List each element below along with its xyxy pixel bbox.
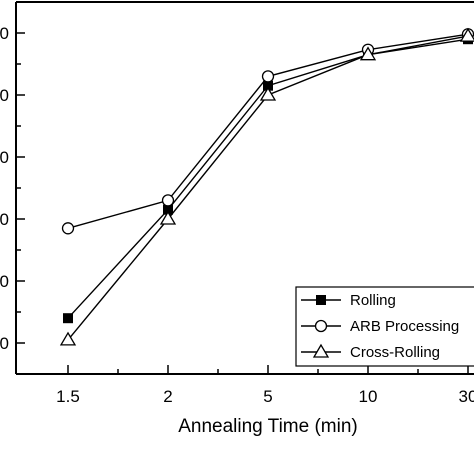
data-point	[259, 86, 277, 101]
y-tick-label: 0	[0, 148, 9, 167]
legend: Rolling ARB Processing Cross-Rolling	[295, 286, 474, 367]
legend-label: Cross-Rolling	[350, 344, 440, 361]
data-point	[459, 27, 474, 42]
series-3	[59, 27, 474, 346]
x-axis-title: Annealing Time (min)	[178, 416, 358, 437]
series-2	[61, 28, 474, 235]
data-point	[359, 46, 377, 61]
y-tick-label: 0	[0, 210, 9, 229]
legend-label: ARB Processing	[350, 318, 459, 335]
legend-marker	[314, 319, 328, 333]
x-tick-label: 30	[459, 387, 474, 406]
legend-label: Rolling	[350, 292, 396, 309]
legend-marker	[312, 343, 330, 358]
x-tick-label: 10	[359, 387, 378, 406]
data-point	[163, 204, 173, 215]
legend-marker	[316, 295, 326, 305]
y-tick-label: 0	[0, 272, 9, 291]
data-point	[59, 331, 77, 346]
data-point	[161, 194, 175, 207]
x-tick-label: 5	[263, 387, 272, 406]
y-axis-ticks: 0 0 0 0 0 0	[0, 24, 25, 353]
data-point	[263, 80, 273, 91]
data-point	[159, 210, 177, 225]
y-tick-label: 0	[0, 86, 9, 105]
data-point	[261, 70, 275, 83]
x-axis-ticks: 1.5 2 5 10 30	[56, 365, 474, 406]
series-line	[67, 33, 469, 229]
data-point	[61, 222, 75, 235]
x-tick-label: 2	[163, 387, 172, 406]
y-tick-label: 0	[0, 24, 9, 43]
data-point	[63, 313, 73, 324]
x-tick-label: 1.5	[56, 387, 80, 406]
series-layer	[59, 27, 474, 346]
y-tick-label: 0	[0, 334, 9, 353]
